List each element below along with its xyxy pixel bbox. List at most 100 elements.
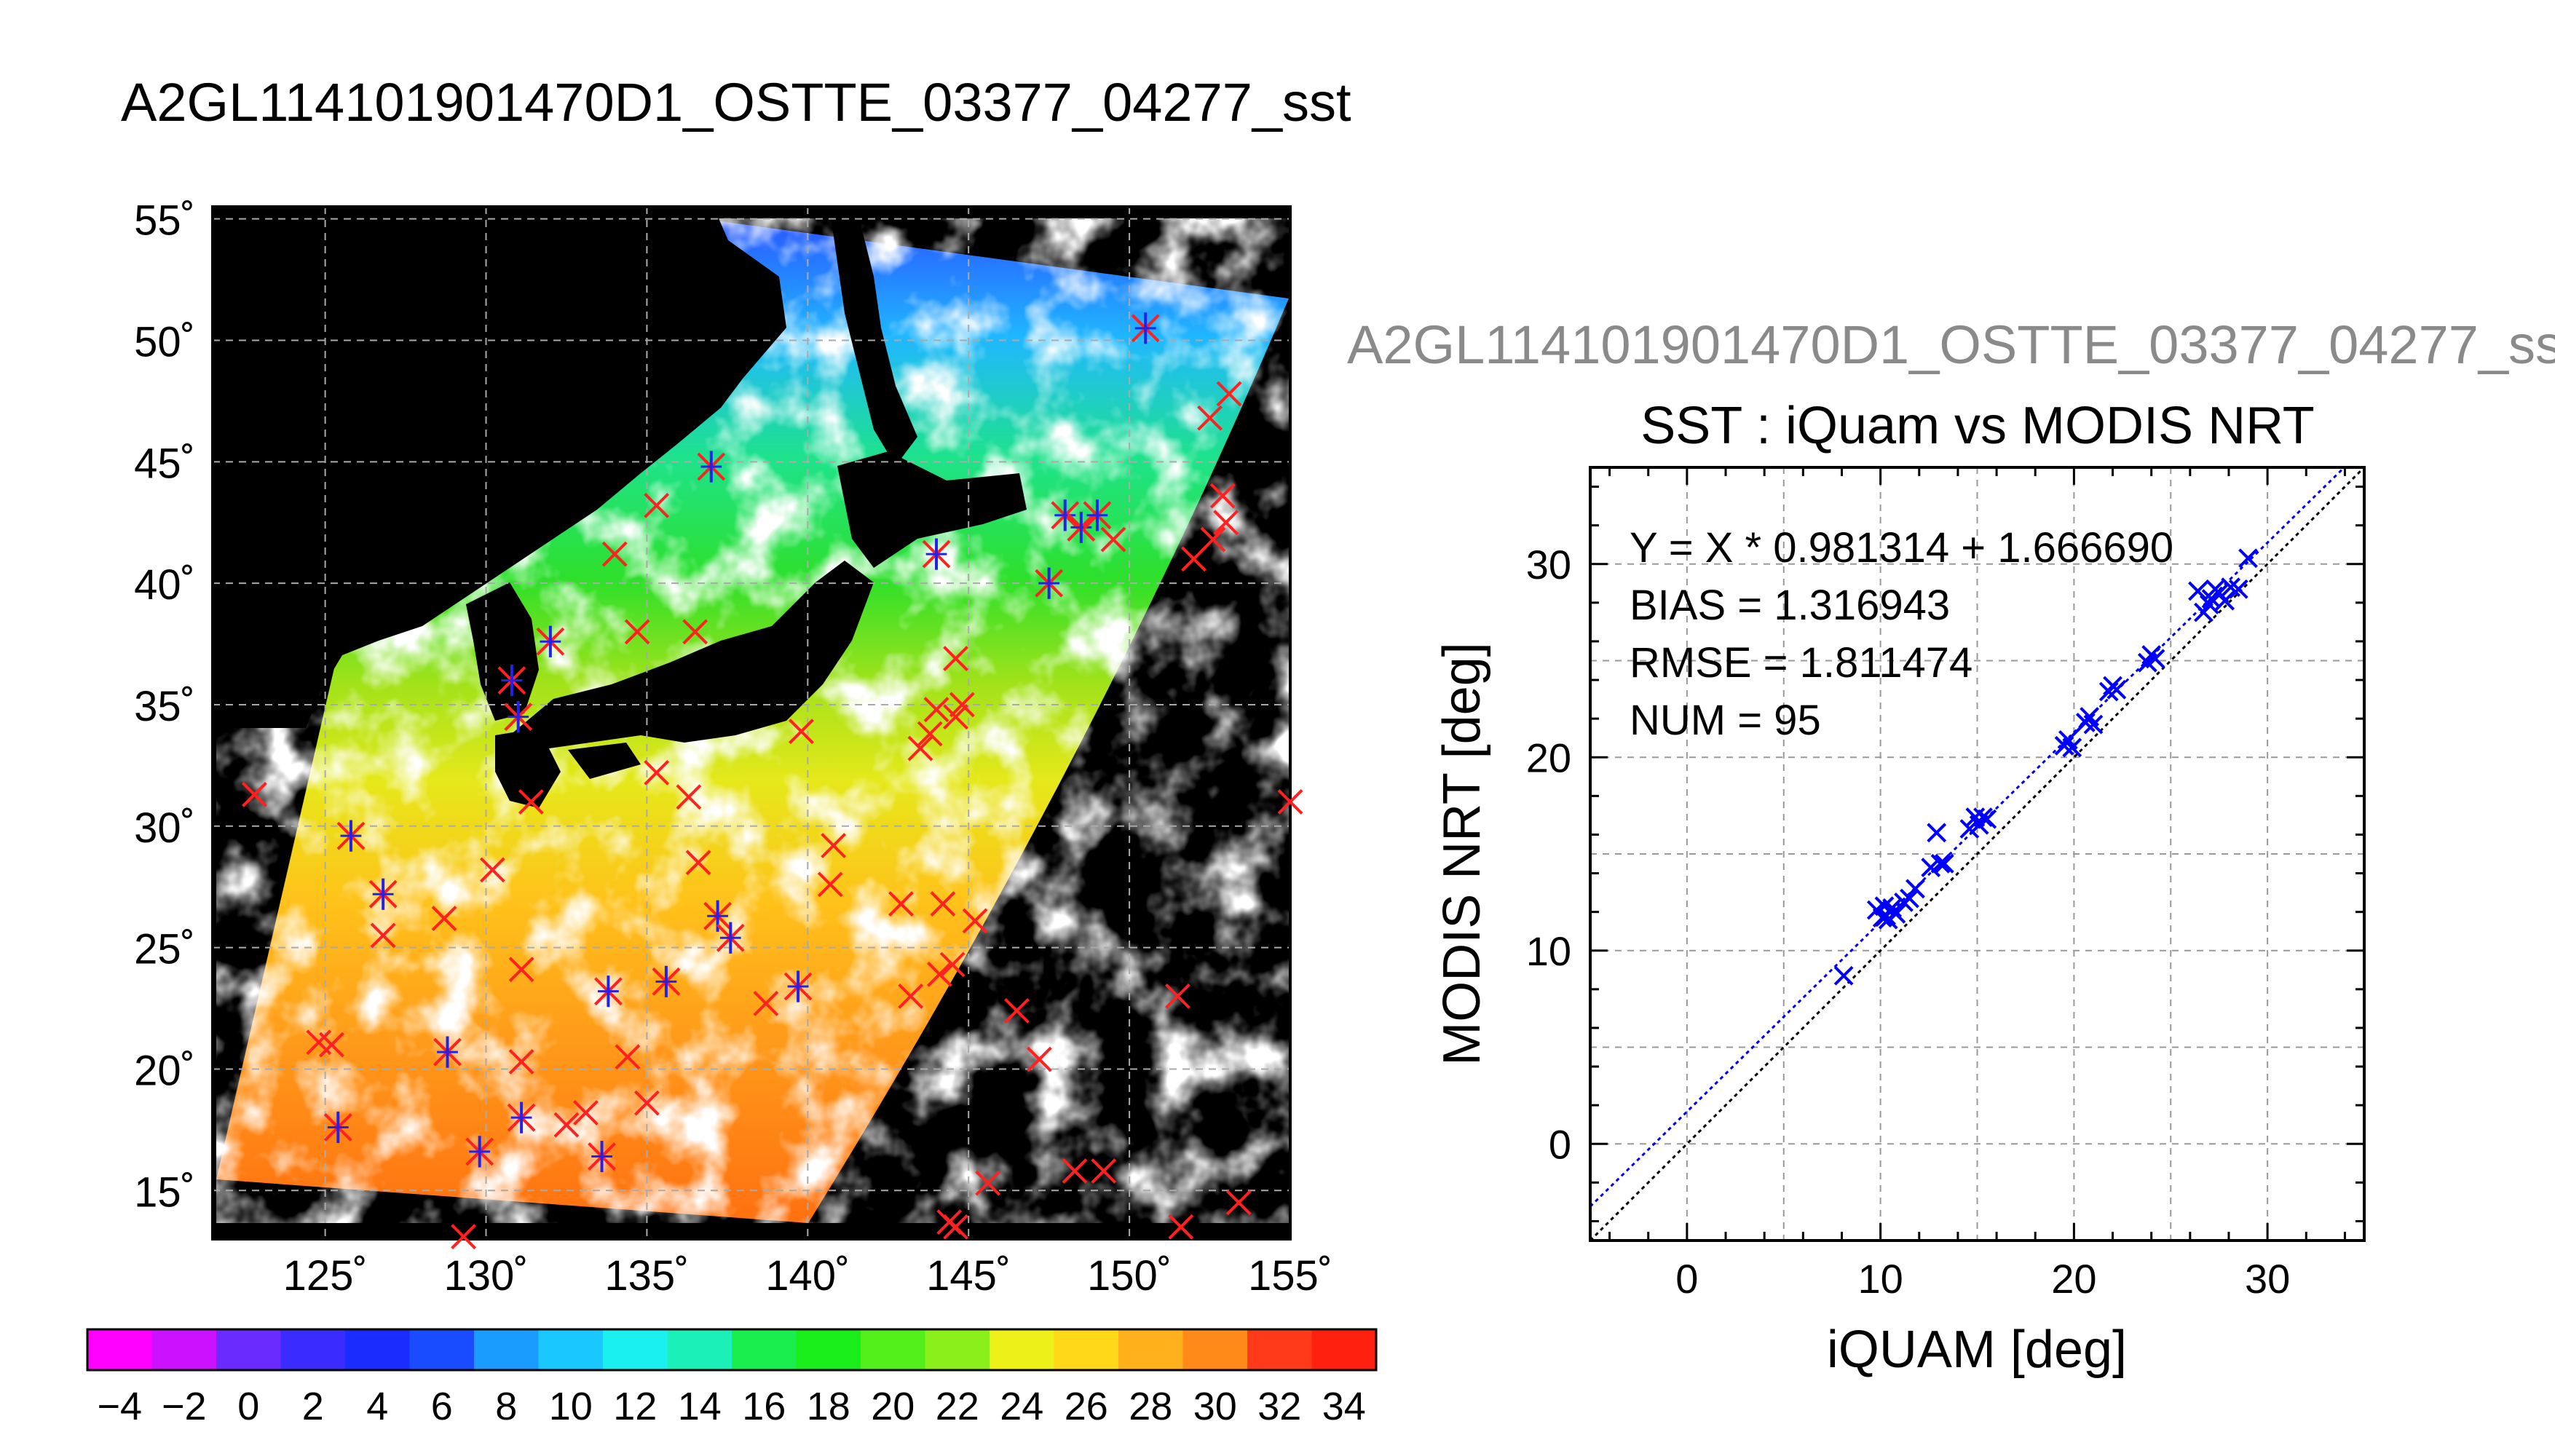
map-match-x-marker	[319, 1032, 344, 1058]
scatter-y-tick-label: 20	[1526, 735, 1571, 780]
colorbar-tick-label: 12	[613, 1385, 657, 1428]
colorbar-tick-label: 4	[366, 1385, 388, 1428]
map-match-x-marker	[644, 759, 670, 786]
scatter-point	[1927, 823, 1947, 843]
colorbar-cell	[474, 1329, 539, 1370]
scatter-point	[1934, 853, 1954, 874]
map-match-x-marker	[943, 704, 968, 730]
map-match-star-marker	[652, 965, 681, 997]
scatter-y-label: MODIS NRT [deg]	[1433, 642, 1491, 1066]
map-match-star-marker	[433, 1036, 462, 1068]
map-latitude-labels: 55˚ 50˚ 45˚ 40˚ 35˚ 30˚ 25˚ 20˚ 15˚	[134, 197, 195, 1216]
scatter-point	[1930, 853, 1951, 874]
land-asia-mainland	[213, 207, 786, 728]
colorbar-tick-label: −2	[162, 1385, 207, 1428]
map-lon-tick-label: 150˚	[1087, 1252, 1172, 1299]
map-match-x-marker	[451, 1224, 477, 1250]
map-match-x-marker	[615, 1044, 641, 1070]
map-match-x-marker	[1026, 1046, 1052, 1072]
map-lat-tick-label: 15˚	[134, 1168, 195, 1216]
map-match-x-marker	[508, 957, 534, 983]
colorbar-tick-label: 26	[1065, 1385, 1108, 1428]
map-match-x-marker	[1225, 1190, 1252, 1216]
map-match-star-marker	[1067, 511, 1096, 544]
map-match-x-marker	[242, 782, 267, 807]
scatter-x-tick-label: 0	[1675, 1256, 1698, 1302]
map-match-x-marker	[1100, 526, 1126, 553]
colorbar-cell	[603, 1329, 668, 1370]
regression-fit-line	[1589, 466, 2345, 1208]
colorbar-tick-label: 14	[678, 1385, 722, 1428]
map-match-x-marker	[553, 1112, 580, 1138]
map-longitude-labels: 125˚ 130˚ 135˚ 140˚ 145˚ 150˚ 155˚	[283, 1252, 1332, 1299]
map-lat-tick-label: 55˚	[134, 197, 195, 245]
map-lon-tick-label: 140˚	[765, 1252, 850, 1299]
scatter-plot: SST : iQuam vs MODIS NRT 0 10 20 300102030 …	[1433, 397, 2366, 1379]
colorbar-cell	[925, 1329, 990, 1370]
scatter-point	[1900, 888, 1919, 909]
scatter-file-header: A2GL114101901470D1_OSTTE_03377_04277_sst	[1347, 314, 2555, 375]
map-match-x-marker	[939, 951, 965, 978]
colorbar-cell	[990, 1329, 1054, 1370]
map-match-x-marker	[975, 1170, 1001, 1196]
colorbar-cell	[1311, 1329, 1377, 1370]
map-match-star-marker	[323, 1111, 352, 1144]
colorbar-tick-label: −4	[97, 1385, 142, 1428]
map-lat-tick-label: 35˚	[134, 683, 195, 730]
colorbar-tick-labels: −4 −2 0 2 4 6 8 10 12 14 16 18 20 22 24 26 28 30 32 34	[97, 1385, 1365, 1428]
scatter-annotation-line: NUM = 95	[1630, 697, 1821, 744]
colorbar-tick-label: 22	[936, 1385, 979, 1428]
map-match-star-marker	[368, 878, 398, 910]
map-lat-tick-label: 45˚	[134, 440, 195, 487]
map-match-x-marker	[685, 850, 711, 876]
map-match-x-marker	[789, 719, 814, 745]
map-lat-tick-label: 40˚	[134, 561, 195, 609]
land-shikoku	[568, 743, 641, 779]
colorbar-cell	[538, 1329, 604, 1370]
scatter-lines	[1589, 466, 2366, 1242]
map-lon-tick-label: 155˚	[1248, 1252, 1332, 1299]
map-match-x-marker	[573, 1100, 599, 1125]
map-lon-tick-label: 145˚	[926, 1252, 1011, 1299]
scatter-point	[1977, 809, 1997, 829]
map-match-x-marker	[817, 871, 843, 898]
map-match-star-marker	[1051, 499, 1080, 531]
map-match-star-marker	[922, 538, 951, 570]
map-match-star-marker	[783, 970, 813, 1002]
map-match-x-marker	[888, 891, 914, 917]
scatter-x-tick-label: 20	[2051, 1256, 2096, 1302]
land-kyushu	[495, 728, 561, 808]
map-match-star-marker	[465, 1136, 494, 1168]
colorbar-cell	[796, 1329, 861, 1370]
map-match-x-marker	[898, 983, 924, 1009]
colorbar-tick-label: 18	[807, 1385, 850, 1428]
map-match-star-marker	[536, 625, 565, 657]
colorbar-cell	[1118, 1329, 1183, 1370]
map-match-x-marker	[676, 784, 702, 810]
scatter-points	[1833, 548, 2258, 986]
scatter-point	[2145, 649, 2165, 669]
scatter-point	[2062, 737, 2082, 758]
colorbar-cell	[667, 1329, 732, 1370]
colorbar-cell	[280, 1329, 346, 1370]
map-lon-tick-label: 130˚	[443, 1252, 528, 1299]
map-match-x-marker	[917, 721, 943, 747]
colorbar-tick-label: 20	[871, 1385, 915, 1428]
scatter-y-tick-label: 10	[1526, 928, 1571, 974]
map-match-star-marker	[1131, 312, 1160, 344]
one-to-one-line	[1589, 466, 2366, 1242]
map-match-x-marker	[479, 857, 505, 883]
colorbar-tick-label: 28	[1129, 1385, 1172, 1428]
colorbar-tick-label: 6	[431, 1385, 453, 1428]
map-match-x-marker	[682, 619, 708, 645]
map-match-x-marker	[943, 646, 968, 671]
map-lat-tick-label: 50˚	[134, 319, 195, 366]
map-match-x-marker	[1213, 510, 1239, 536]
scatter-x-tick-label: 10	[1857, 1256, 1903, 1302]
map-match-x-marker	[518, 789, 544, 815]
map-match-x-marker	[907, 735, 933, 761]
scatter-y-tick-label: 0	[1549, 1121, 1571, 1167]
colorbar-cell	[87, 1329, 152, 1370]
map-match-x-marker	[927, 961, 952, 987]
map-match-x-marker	[1168, 1214, 1194, 1240]
